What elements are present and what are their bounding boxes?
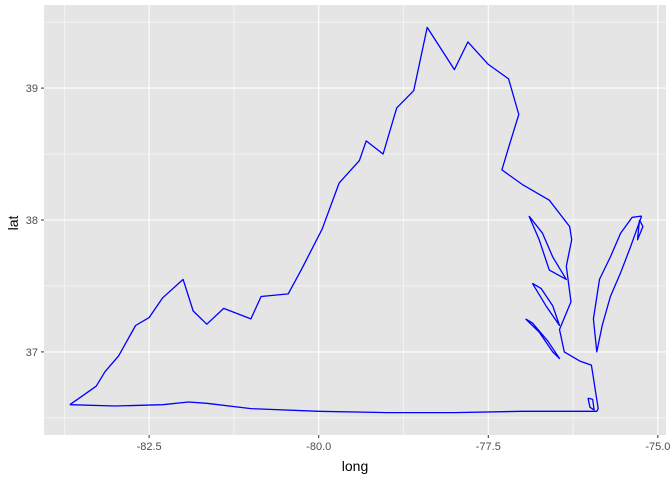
x-tick-label: -77.5 xyxy=(476,441,501,453)
outline-path-5 xyxy=(525,318,561,360)
y-tick-label: 38 xyxy=(26,215,38,227)
x-tick-label: -75.0 xyxy=(645,441,670,453)
data-layer xyxy=(69,26,644,414)
axis-ticks: -82.5 -80.0 -77.5 -75.0 37 38 39 xyxy=(26,83,671,453)
outline-path-6 xyxy=(587,397,595,411)
y-tick-label: 37 xyxy=(26,347,38,359)
grid-lines xyxy=(44,5,666,435)
x-axis-title: long xyxy=(342,458,368,474)
y-axis-title: lat xyxy=(5,216,21,231)
outline-path-1 xyxy=(592,215,643,353)
outline-path-4 xyxy=(531,282,561,327)
y-tick-label: 39 xyxy=(26,83,38,95)
outline-path-2 xyxy=(636,219,644,241)
outline-path-3 xyxy=(528,215,567,281)
x-tick-label: -80.0 xyxy=(306,441,331,453)
x-tick-label: -82.5 xyxy=(137,441,162,453)
outline-path-0 xyxy=(69,26,599,414)
